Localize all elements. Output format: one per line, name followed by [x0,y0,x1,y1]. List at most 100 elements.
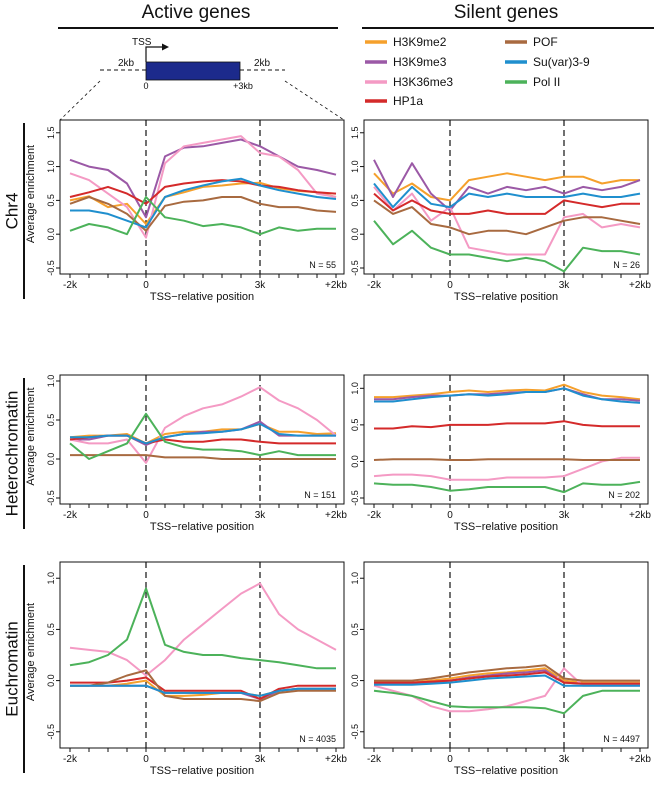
series-line-h3k36me3 [69,582,337,677]
y-tick-label: 0.0 [350,455,360,468]
row-label-euchromatin: Euchromatin [2,621,21,716]
x-tick-label: +2kb [629,510,651,521]
series-line-pof [374,664,640,682]
series-line-h3k9me3 [373,159,641,212]
y-tick-label: 0.0 [350,674,360,687]
gene-body [145,61,241,81]
x-tick-label: 0 [447,280,453,291]
series-line-pol-ii [69,196,336,236]
row-label-chr4: Chr4 [2,193,21,230]
panel-frame [59,119,345,275]
x-tick-label: 3k [255,754,267,765]
panel-frame [59,561,345,749]
schematic-zero-label: 0 [143,81,148,91]
panel-frame [363,119,649,275]
series-line-pol-ii [373,220,641,273]
panel-4: -0.5 0.0 0.5 1.0 -2k 0 3k +2kb TSS−relative posi… [350,374,651,533]
gene-schematic: TSS 2kb 2kb 0 +3kb [59,37,345,121]
zoom-guide-right [284,80,345,121]
tss-arrowhead-icon [162,43,169,51]
panel-frame [363,374,649,505]
n-label: N = 26 [613,260,640,270]
series-line-pof [70,454,336,460]
row-labels: Chr4 Heterochromatin Euchromatin [2,123,25,773]
y-tick-label: 1.5 [46,127,56,140]
x-tick-label: +2kb [325,754,347,765]
series-line-hp1a [70,676,336,700]
right-column-title: Silent genes [454,2,559,23]
y-tick-label: 0.0 [46,228,56,241]
series-line-hp1a [373,192,640,215]
x-tick-label: 3k [559,754,571,765]
x-tick-label: 0 [143,280,149,291]
y-tick-label: -0.5 [350,490,360,506]
series-line-su-var-3-9 [70,684,336,697]
y-tick-label: 0.5 [350,419,360,432]
legend-label-su-var-3-9: Su(var)3-9 [533,55,590,69]
y-tick-label: -0.5 [46,490,56,506]
y-tick-label: 0.5 [46,623,56,636]
y-tick-label: 0.5 [350,623,360,636]
panel-1: -0.5 0.0 0.5 1.0 1.5 Average enrichment -2k 0 3k… [25,119,347,303]
y-tick-label: 0.0 [350,228,360,241]
schematic-end-label: +3kb [233,81,253,91]
n-label: N = 4035 [299,734,336,744]
x-tick-label: +2kb [325,280,347,291]
y-tick-label: -0.5 [350,260,360,276]
x-axis-label: TSS−relative position [150,291,254,303]
series-line-su-var-3-9 [70,177,337,229]
legend-label-h3k36me3: H3K36me3 [393,75,453,89]
y-tick-label: 0.5 [350,194,360,207]
x-tick-label: -2k [63,280,78,291]
series-line-pol-ii [69,412,336,460]
tss-label: TSS [132,37,152,48]
n-label: N = 55 [309,260,336,270]
x-tick-label: +2kb [629,280,651,291]
panel-2: -0.5 0.0 0.5 1.0 1.5 -2k 0 3k +2kb TSS−relative p… [350,119,651,303]
y-tick-label: -0.5 [46,260,56,276]
y-tick-label: 1.0 [350,160,360,173]
x-tick-label: 0 [143,510,149,521]
y-tick-label: 1.0 [350,572,360,585]
x-axis-label: TSS−relative position [150,765,254,777]
legend-label-h3k9me3: H3K9me3 [393,55,447,69]
tss-arrow-stem [145,46,162,62]
legend-label-hp1a: HP1a [393,94,423,108]
panel-5: -0.5 0.0 0.5 1.0 Average enrichment -2k 0 3k +2k… [25,561,347,777]
y-tick-label: 1.0 [46,572,56,585]
x-tick-label: -2k [367,280,382,291]
x-tick-label: 0 [143,754,149,765]
series-line-su-var-3-9 [374,674,640,687]
series-line-pof [373,458,640,461]
y-tick-label: 0.0 [46,453,56,466]
panel-frame [59,374,345,505]
series-line-hp1a [374,671,640,685]
x-tick-label: 0 [447,754,453,765]
x-tick-label: -2k [367,510,382,521]
legend-label-h3k9me2: H3K9me2 [393,35,447,49]
series-line-pol-ii [373,689,640,715]
series-line-pol-ii [69,587,336,670]
x-tick-label: -2k [63,510,78,521]
x-axis-label: TSS−relative position [454,765,558,777]
downstream-2kb-label: 2kb [254,58,271,69]
x-axis-label: TSS−relative position [454,521,558,533]
x-axis-label: TSS−relative position [150,521,254,533]
y-tick-label: 1.0 [350,382,360,395]
zoom-guide-left [59,80,101,121]
panel-6: -0.5 0.0 0.5 1.0 -2k 0 3k +2kb TSS−relative posi… [350,561,651,777]
series-line-su-var-3-9 [374,387,641,404]
series-line-su-var-3-9 [70,422,336,445]
x-tick-label: 3k [559,280,571,291]
series-line-hp1a [374,420,640,430]
y-tick-label: -0.5 [46,724,56,740]
legend: H3K9me2 POF H3K9me3 Su(var)3-9 H3K36me3 Pol I… [365,35,590,108]
n-label: N = 202 [608,490,640,500]
y-axis-label: Average enrichment [25,145,37,243]
y-axis-label: Average enrichment [25,387,37,485]
y-tick-label: 1.5 [350,127,360,140]
series-line-pol-ii [373,480,641,494]
series-line-h3k9me3 [69,138,337,219]
x-tick-label: +2kb [325,510,347,521]
